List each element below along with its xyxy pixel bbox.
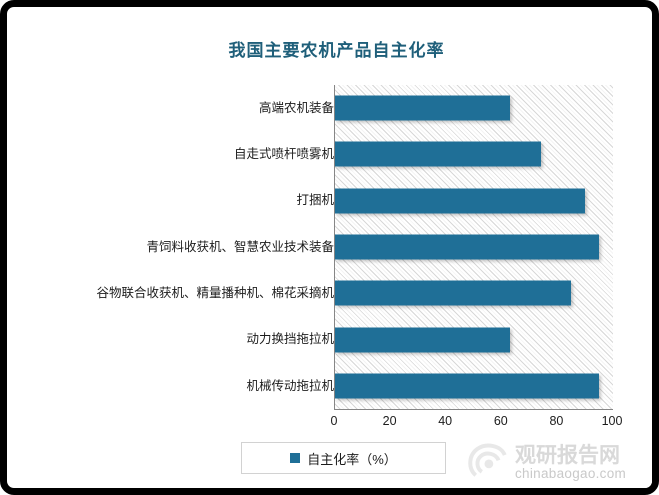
chart-legend[interactable]: 自主化率（%） <box>241 442 446 474</box>
y-axis-label: 谷物联合收获机、精量播种机、棉花采摘机 <box>96 286 334 301</box>
bar-row <box>335 131 613 177</box>
legend-swatch-icon <box>290 453 301 463</box>
spiral-logo-icon <box>468 443 507 477</box>
bar[interactable] <box>335 280 572 306</box>
bar-row <box>335 178 613 224</box>
x-axis-tick-label: 60 <box>493 414 508 428</box>
bar-row <box>335 316 613 362</box>
y-axis-label: 高端农机装备 <box>258 100 334 115</box>
bar[interactable] <box>335 188 586 214</box>
x-axis-tick-label: 40 <box>438 414 453 428</box>
x-axis-tick-label: 80 <box>549 414 564 428</box>
x-axis-tick-label: 20 <box>382 414 397 428</box>
page-title: 我国主要农机产品自主化率 <box>228 41 445 60</box>
bar[interactable] <box>335 141 541 167</box>
bar-row <box>335 85 613 131</box>
y-axis-label: 打捆机 <box>296 193 334 208</box>
y-axis-label: 机械传动拖拉机 <box>246 378 334 393</box>
bar[interactable] <box>335 373 600 399</box>
y-axis-label: 自走式喷杆喷雾机 <box>233 147 334 162</box>
bar-row <box>335 270 613 316</box>
watermark-text: 观研报告网 chinabaogao.com <box>515 443 627 481</box>
bar[interactable] <box>335 234 600 260</box>
legend-label: 自主化率（%） <box>307 451 397 467</box>
watermark-cn: 观研报告网 <box>515 443 620 467</box>
bar-row <box>335 224 613 270</box>
y-axis-label: 青饲料收获机、智慧农业技术装备 <box>146 239 334 254</box>
plot-area <box>334 85 613 410</box>
y-axis-label: 动力换挡拖拉机 <box>246 332 334 347</box>
bar[interactable] <box>335 95 511 121</box>
bar-row <box>335 363 613 409</box>
chart-canvas: 我国主要农机产品自主化率 高端农机装备自走式喷杆喷雾机打捆机青饲料收获机、智慧农… <box>14 14 652 488</box>
bar[interactable] <box>335 327 511 353</box>
watermark-en: chinabaogao.com <box>515 465 627 481</box>
watermark: 观研报告网 chinabaogao.com <box>466 437 652 488</box>
x-axis-tick-label: 0 <box>330 414 338 428</box>
x-axis-tick-label: 100 <box>601 414 623 428</box>
